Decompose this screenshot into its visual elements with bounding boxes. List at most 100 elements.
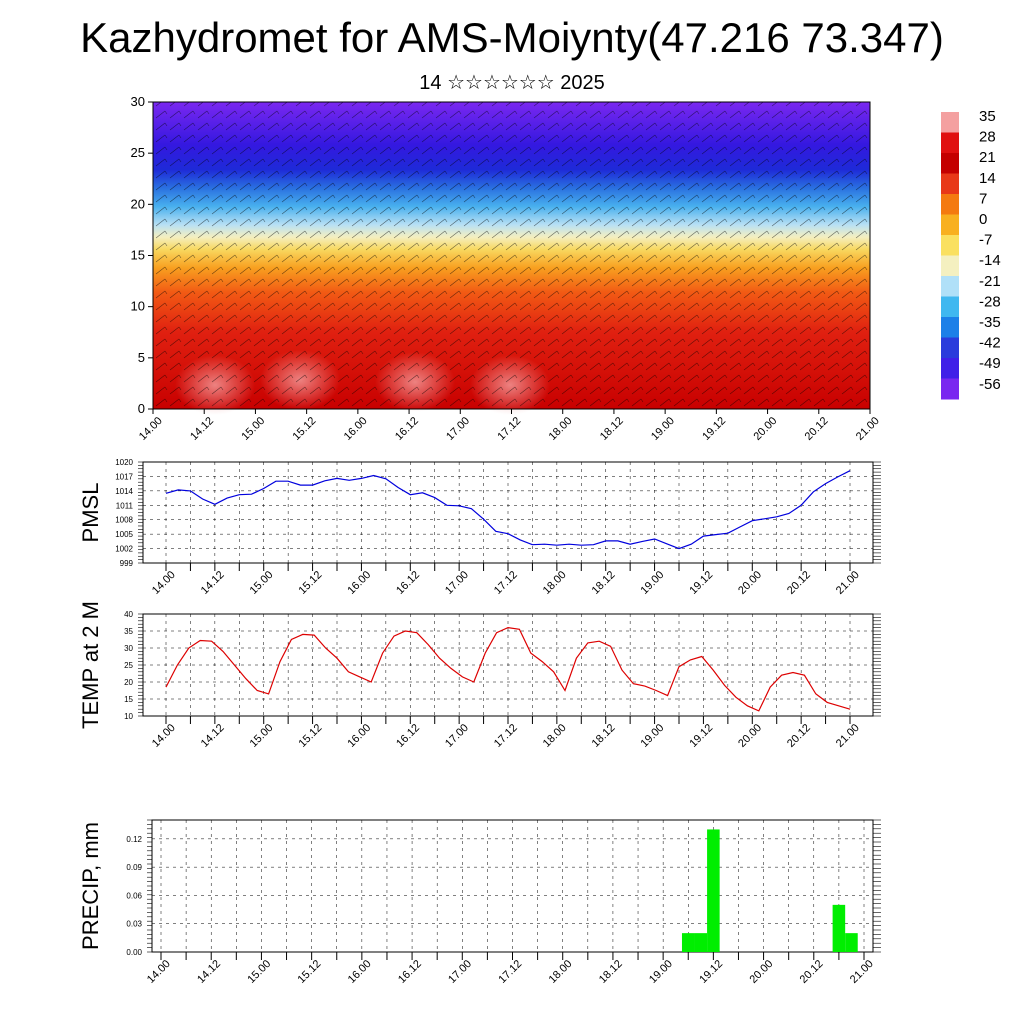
- heatmap-xtick-label: 16.12: [393, 415, 421, 443]
- chart-subtitle: 14 ☆☆☆☆☆☆ 2025: [419, 72, 605, 94]
- xtick-label: 16.12: [396, 958, 424, 986]
- ytick-label: 1017: [115, 472, 133, 481]
- heatmap-xtick-label: 20.00: [751, 415, 779, 443]
- xtick-label: 20.00: [736, 569, 764, 597]
- colorbar-swatch: [941, 173, 959, 195]
- xtick-label: 14.00: [145, 958, 173, 986]
- precip-panel: 0.00 0.03 0.06 0.09 0.12 14.00 14.12 15.00 15.12…: [78, 819, 881, 986]
- heatmap-xtick-label: 21.00: [854, 415, 882, 443]
- heatmap-xtick-label: 20.12: [803, 415, 831, 443]
- temp-panel: 10 15 20 25 30 35 40 14.00 14.12 15.00 15.12 16.00 1…: [78, 601, 881, 750]
- ytick-label: 1014: [115, 487, 133, 496]
- colorbar-label: 7: [979, 190, 987, 207]
- xtick-label: 16.00: [346, 958, 374, 986]
- xtick-label: 19.00: [647, 958, 675, 986]
- colorbar-label: -14: [979, 252, 1001, 269]
- xtick-label: 14.00: [150, 569, 178, 597]
- xtick-label: 20.12: [785, 569, 813, 597]
- ytick-label: 0.03: [126, 920, 142, 929]
- xtick-label: 17.00: [443, 722, 471, 750]
- ytick-label: 25: [124, 661, 133, 670]
- chart-title: Kazhydromet for AMS-Moiynty(47.216 73.34…: [80, 14, 944, 61]
- xtick-label: 19.12: [697, 958, 725, 986]
- heatmap-xtick-label: 19.00: [649, 415, 677, 443]
- colorbar-label: -7: [979, 232, 992, 249]
- ytick-label: 0.00: [126, 948, 142, 957]
- xtick-label: 16.00: [345, 569, 373, 597]
- xtick-label: 19.12: [687, 722, 715, 750]
- colorbar-label: 14: [979, 170, 996, 187]
- series-line: [165, 626, 851, 712]
- xtick-label: 18.12: [590, 569, 618, 597]
- xtick-label: 14.12: [195, 958, 223, 986]
- xtick-label: 16.12: [394, 569, 422, 597]
- colorbar-swatch: [941, 153, 959, 174]
- heatmap-xtick-label: 14.00: [137, 415, 165, 443]
- xtick-label: 18.12: [590, 722, 618, 750]
- ytick-label: 1002: [115, 545, 133, 554]
- ytick-label: 30: [124, 644, 133, 653]
- panel-frame: [142, 461, 874, 564]
- colorbar-swatch: [941, 214, 959, 236]
- precip-bar: [845, 933, 858, 952]
- ytick-label: 1020: [115, 458, 133, 467]
- colorbar-swatch: [941, 337, 959, 359]
- xtick-label: 15.00: [245, 958, 273, 986]
- y-axis-label: PMSL: [78, 483, 103, 543]
- xtick-label: 21.00: [834, 722, 862, 750]
- heatmap-xtick-label: 19.12: [700, 415, 728, 443]
- panel-frame: [151, 819, 874, 953]
- precip-bar: [681, 933, 695, 952]
- colorbar-swatch: [941, 255, 959, 277]
- heatmap-panel: 0 5 10 15 20 25 30 14.00 14.12 15.00 15.12 16.00 16.…: [131, 94, 1001, 443]
- colorbar-label: 0: [979, 211, 987, 228]
- colorbar-label: -28: [979, 293, 1001, 310]
- precip-bar: [832, 904, 846, 952]
- y-axis-label: PRECIP, mm: [78, 822, 103, 950]
- colorbar-label: -42: [979, 335, 1001, 352]
- heatmap-ytick-label: 30: [131, 94, 145, 109]
- colorbar-label: 28: [979, 129, 996, 146]
- colorbar-swatch: [941, 296, 959, 318]
- ytick-label: 0.09: [126, 863, 142, 872]
- heatmap-xtick-label: 17.12: [495, 415, 523, 443]
- precip-bar: [707, 829, 720, 952]
- ytick-label: 0.12: [126, 835, 142, 844]
- xtick-label: 17.00: [446, 958, 474, 986]
- ytick-label: 999: [120, 559, 134, 568]
- ytick-label: 10: [124, 712, 133, 721]
- ytick-label: 0.06: [126, 891, 142, 900]
- xtick-label: 15.00: [248, 722, 276, 750]
- xtick-label: 18.00: [541, 569, 569, 597]
- heatmap-xtick-label: 15.12: [291, 415, 319, 443]
- heatmap-xtick-label: 17.00: [444, 415, 472, 443]
- xtick-label: 14.00: [150, 722, 178, 750]
- heatmap-xtick-label: 15.00: [239, 415, 267, 443]
- colorbar-swatch: [941, 112, 959, 133]
- heatmap-xtick-label: 18.12: [598, 415, 626, 443]
- xtick-label: 20.00: [747, 958, 775, 986]
- colorbar-swatch: [941, 194, 959, 215]
- heatmap-ytick-label: 15: [131, 248, 145, 263]
- colorbar-swatch: [941, 235, 959, 256]
- heatmap-ytick-label: 5: [138, 350, 145, 365]
- xtick-label: 16.12: [394, 722, 422, 750]
- xtick-label: 16.00: [345, 722, 373, 750]
- xtick-label: 15.12: [296, 722, 324, 750]
- xtick-label: 18.00: [541, 722, 569, 750]
- heatmap-ytick-label: 10: [131, 299, 145, 314]
- y-axis-label: TEMP at 2 M: [78, 601, 103, 729]
- heatmap-ytick-label: 20: [131, 196, 145, 211]
- heatmap-xtick-label: 18.00: [547, 415, 575, 443]
- colorbar-label: -49: [979, 355, 1001, 372]
- xtick-label: 14.12: [199, 722, 227, 750]
- colorbar-swatch: [941, 358, 959, 379]
- colorbar-swatch: [941, 132, 959, 154]
- xtick-label: 15.00: [248, 569, 276, 597]
- ytick-label: 1005: [115, 530, 133, 539]
- heatmap-xtick-label: 14.12: [188, 415, 216, 443]
- xtick-label: 14.12: [199, 569, 227, 597]
- colorbar-swatch: [941, 378, 959, 400]
- xtick-label: 15.12: [296, 958, 324, 986]
